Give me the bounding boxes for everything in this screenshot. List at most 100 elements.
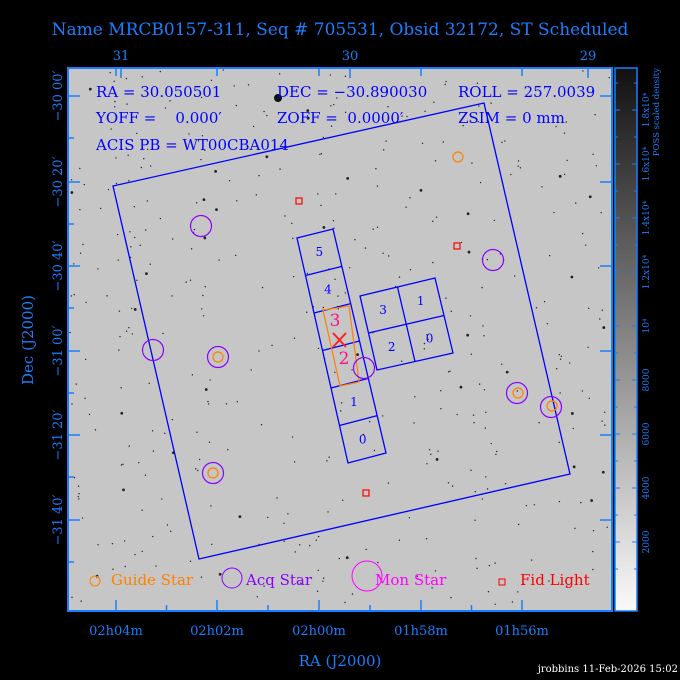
star-dot	[292, 237, 294, 240]
star-dot	[263, 585, 265, 587]
star-dot	[447, 371, 450, 373]
colorbar-tick-label: 1.6x10⁴	[642, 146, 652, 181]
info-roll: ROLL = 257.0039	[458, 83, 595, 101]
star-dot	[419, 189, 423, 192]
star-dot	[477, 120, 480, 123]
star-dot	[535, 307, 538, 309]
colorbar-tick-label: 10⁴	[642, 318, 652, 333]
star-dot	[485, 476, 487, 478]
y-axis-label: Dec (J2000)	[19, 295, 37, 385]
star-dot	[218, 572, 222, 576]
star-dot	[120, 411, 124, 415]
star-dot	[122, 463, 124, 466]
star-dot	[144, 474, 147, 476]
star-dot	[119, 335, 121, 338]
star-dot	[587, 346, 589, 348]
star-dot	[335, 193, 337, 195]
star-dot	[141, 76, 143, 78]
star-dot	[317, 347, 320, 350]
star-dot	[170, 530, 172, 532]
star-dot	[517, 160, 520, 162]
star-dot	[202, 198, 206, 202]
star-dot	[351, 593, 354, 595]
star-dot	[110, 128, 112, 130]
star-dot	[558, 174, 562, 178]
star-dot	[434, 570, 437, 572]
star-dot	[344, 292, 347, 294]
star-dot	[271, 344, 273, 347]
star-dot	[169, 100, 171, 102]
x-axis-label: RA (J2000)	[299, 652, 382, 670]
star-dot	[476, 567, 478, 570]
star-dot	[478, 105, 480, 107]
star-dot	[227, 449, 229, 451]
star-dot	[432, 261, 434, 264]
star-dot	[322, 306, 325, 309]
star-dot	[291, 222, 293, 225]
star-dot	[533, 504, 535, 506]
star-dot	[495, 453, 497, 456]
star-dot	[115, 157, 117, 159]
colorbar-tick-label: 4000	[642, 476, 652, 499]
star-dot	[519, 167, 522, 169]
fid-light-marker	[295, 197, 303, 205]
colorbar-tick-label: 1.8x10⁴	[642, 92, 652, 127]
star-dot	[426, 334, 428, 336]
star-dot	[134, 553, 136, 556]
star-dot	[580, 501, 582, 504]
plot-frame	[67, 67, 613, 612]
star-dot	[349, 267, 351, 269]
star-dot	[149, 263, 152, 265]
star-dot	[139, 244, 141, 247]
x-top-tick-label: 30	[342, 49, 359, 64]
star-dot	[425, 538, 428, 540]
acis-s-chip-label: 5	[316, 245, 324, 259]
star-dot	[342, 499, 344, 502]
star-dot	[513, 275, 516, 277]
star-dot	[315, 539, 318, 541]
star-dot	[145, 272, 148, 276]
star-dot	[490, 442, 492, 445]
acis-chips	[296, 228, 454, 464]
star-dot	[115, 182, 118, 185]
legend-acq-icon	[221, 567, 243, 589]
star-dot	[606, 526, 608, 528]
colorbar-tick-label: 2000	[642, 530, 652, 553]
star-dot	[88, 87, 92, 91]
star-dot	[322, 226, 326, 229]
star-dot	[116, 233, 119, 236]
star-dot	[592, 550, 594, 553]
star-dot	[188, 133, 190, 135]
star-dot	[235, 104, 238, 107]
star-dot	[510, 173, 512, 176]
star-dot	[426, 463, 428, 465]
star-dot	[479, 181, 482, 184]
star-dot	[563, 173, 566, 176]
star-dot	[570, 275, 574, 279]
star-dot	[494, 562, 496, 564]
star-dot	[222, 69, 224, 71]
axis-ticks	[68, 68, 612, 611]
colorbar-label: POSS scaled density	[652, 68, 662, 156]
star-dot	[312, 117, 314, 120]
star-dot	[501, 363, 503, 365]
star-dot	[337, 308, 340, 310]
star-dot	[141, 509, 143, 511]
star-dot	[120, 464, 123, 466]
star-dot	[377, 561, 379, 564]
star-dot	[214, 169, 218, 173]
star-dot	[209, 379, 211, 381]
star-dot	[558, 441, 560, 444]
star-dot	[582, 70, 584, 72]
star-dot	[207, 400, 209, 403]
star-dot	[211, 543, 213, 546]
star-dot	[365, 548, 367, 551]
star-dot	[145, 229, 147, 231]
star-dot	[398, 539, 401, 541]
star-dot	[599, 318, 601, 320]
star-dot	[555, 367, 558, 370]
star-dot	[372, 228, 374, 230]
info-dec: DEC = −30.890030	[277, 83, 427, 101]
star-dot	[555, 125, 557, 128]
